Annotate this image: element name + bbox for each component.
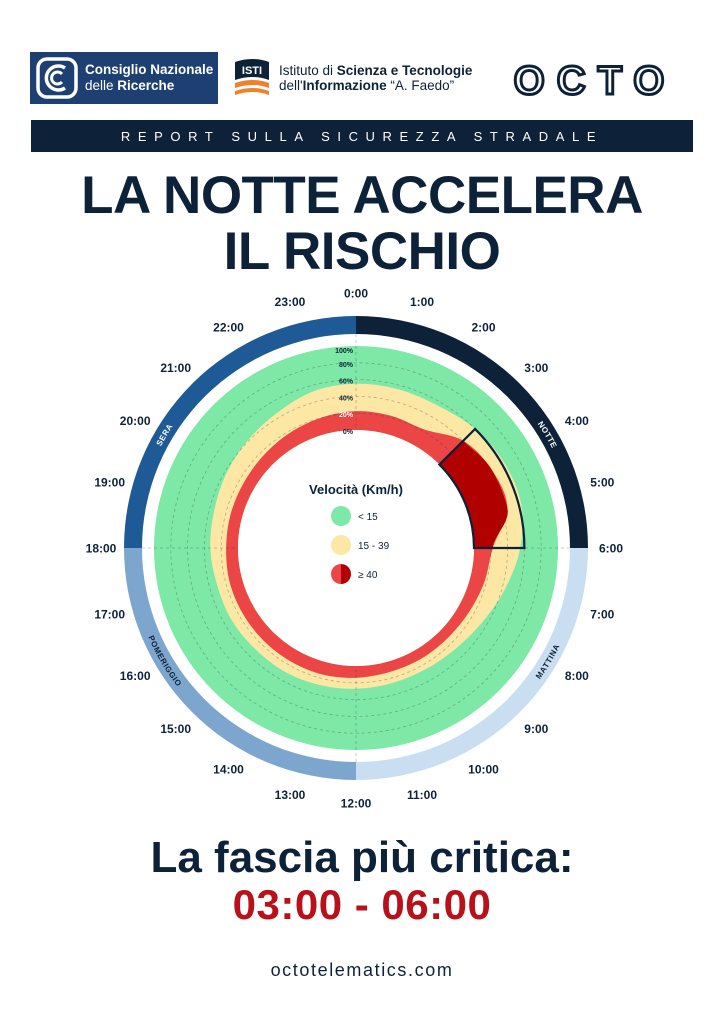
daypart-band bbox=[356, 316, 588, 548]
hour-label: 11:00 bbox=[407, 788, 437, 802]
radial-tick-label: 0% bbox=[343, 429, 354, 436]
legend-label-low: < 15 bbox=[358, 512, 378, 523]
radial-tick-label: 40% bbox=[339, 395, 354, 402]
chart-legend: Velocità (Km/h) < 15 15 - 39 ≥ 40 bbox=[309, 482, 403, 584]
hour-label: 15:00 bbox=[160, 722, 191, 736]
radial-tick-label: 80% bbox=[339, 362, 354, 369]
hour-label: 6:00 bbox=[599, 542, 623, 556]
cnr-emblem-icon bbox=[36, 57, 78, 99]
octo-wordmark: OCTO bbox=[514, 59, 677, 102]
isti-line1-prefix: Istituto di bbox=[279, 63, 337, 78]
hour-label: 14:00 bbox=[213, 762, 244, 776]
radial-tick-label: 100% bbox=[335, 348, 354, 355]
hour-label: 4:00 bbox=[565, 414, 589, 428]
hour-label: 13:00 bbox=[275, 788, 306, 802]
grid-ring bbox=[170, 362, 542, 734]
critical-window-fill bbox=[439, 440, 508, 548]
legend-label-mid: 15 - 39 bbox=[358, 541, 390, 552]
legend-swatch-red bbox=[331, 564, 341, 584]
report-banner: REPORT SULLA SICUREZZA STRADALE bbox=[31, 120, 693, 152]
critical-window-highlight bbox=[437, 427, 526, 550]
hour-label: 0:00 bbox=[344, 287, 368, 301]
octo-logo: OCTO bbox=[512, 58, 677, 103]
hour-label: 3:00 bbox=[524, 361, 548, 375]
hour-label: 2:00 bbox=[471, 321, 495, 335]
isti-line2-bold: Informazione bbox=[302, 78, 387, 93]
title-line1: LA NOTTE ACCELERA bbox=[81, 166, 643, 225]
hour-label: 22:00 bbox=[213, 321, 244, 335]
cnr-line2-prefix: delle bbox=[85, 78, 118, 93]
legend-swatch-green bbox=[331, 506, 351, 526]
hour-label: 16:00 bbox=[120, 669, 151, 683]
hour-label: 1:00 bbox=[410, 295, 434, 309]
legend-swatch-yellow bbox=[331, 535, 351, 555]
hour-label: 17:00 bbox=[94, 607, 125, 621]
radial-tick-labels: 0% 20% 40% 60% 80% 100% bbox=[335, 348, 354, 436]
chart-center-hole bbox=[238, 430, 474, 666]
page-title: LA NOTTE ACCELERA IL RISCHIO bbox=[0, 168, 724, 280]
footer-url[interactable]: octotelematics.com bbox=[270, 960, 454, 980]
isti-emblem-text: ISTI bbox=[242, 65, 262, 77]
title-line2: IL RISCHIO bbox=[223, 222, 501, 281]
cnr-line2-bold: Ricerche bbox=[117, 78, 175, 93]
hour-label: 21:00 bbox=[160, 361, 191, 375]
hour-labels: 0:00 1:00 2:00 3:00 4:00 5:00 6:00 7:00 8:00 9:00… bbox=[86, 287, 624, 811]
cnr-line1: Consiglio Nazionale bbox=[85, 62, 214, 77]
daypart-band bbox=[124, 548, 356, 780]
hour-label: 20:00 bbox=[120, 414, 151, 428]
daypart-band bbox=[356, 548, 588, 780]
critical-headline: La fascia più critica: bbox=[150, 833, 574, 882]
hour-label: 23:00 bbox=[275, 295, 306, 309]
cnr-logo: Consiglio Nazionale delle Ricerche bbox=[30, 52, 218, 104]
hour-label: 18:00 bbox=[86, 542, 117, 556]
isti-emblem-icon: ISTI bbox=[235, 59, 269, 95]
isti-line2-prefix: dell' bbox=[279, 78, 303, 93]
radial-tick-label: 20% bbox=[339, 412, 354, 419]
header-logos: Consiglio Nazionale delle Ricerche ISTI … bbox=[30, 52, 694, 104]
isti-logo: ISTI Istituto di Scienza e Tecnologie de… bbox=[233, 58, 472, 98]
radial-tick-label: 60% bbox=[339, 379, 354, 386]
legend-title: Velocità (Km/h) bbox=[309, 482, 403, 497]
critical-window-outline bbox=[437, 427, 526, 550]
hour-label: 7:00 bbox=[590, 607, 614, 621]
hour-label: 10:00 bbox=[468, 762, 499, 776]
isti-line2-suffix: “A. Faedo” bbox=[386, 78, 455, 93]
hour-label: 19:00 bbox=[94, 476, 125, 490]
legend-label-high: ≥ 40 bbox=[358, 570, 378, 581]
daypart-band bbox=[124, 316, 356, 548]
legend-swatch-darkred bbox=[341, 564, 351, 584]
hour-label: 5:00 bbox=[590, 476, 614, 490]
hour-label: 8:00 bbox=[565, 669, 589, 683]
isti-line1-bold: Scienza e Tecnologie bbox=[336, 63, 473, 78]
critical-range: 03:00 - 06:00 bbox=[232, 881, 492, 928]
hour-label: 12:00 bbox=[341, 797, 372, 811]
hour-label: 9:00 bbox=[524, 722, 548, 736]
